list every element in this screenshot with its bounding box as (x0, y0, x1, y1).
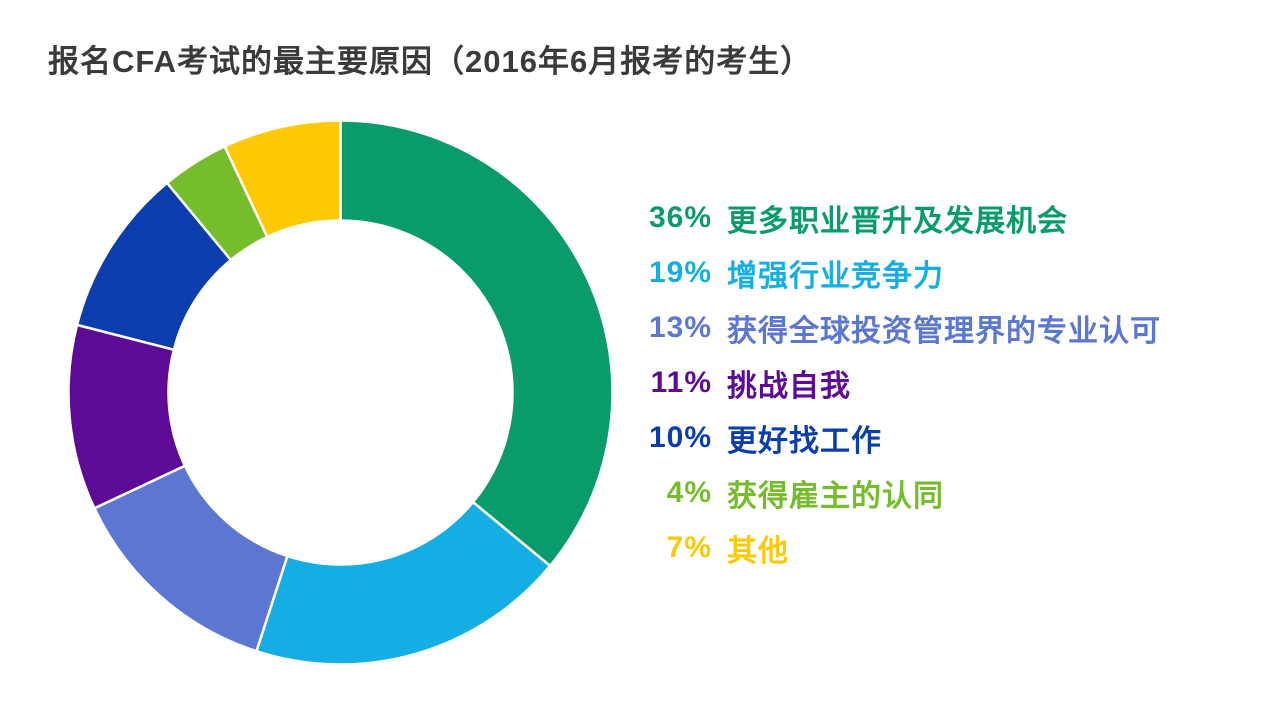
legend-label: 获得全球投资管理界的专业认可 (727, 314, 1161, 348)
donut-chart (67, 119, 614, 666)
legend-percent: 11% (650, 365, 712, 399)
legend-percent: 36% (648, 200, 712, 234)
legend-label: 更好找工作 (727, 424, 882, 458)
legend-label: 更多职业晋升及发展机会 (727, 204, 1068, 238)
legend-item-5: 10% 更好找工作 (632, 410, 1161, 465)
legend-percent: 13% (648, 310, 712, 344)
chart-legend: 36% 更多职业晋升及发展机会 19% 增强行业竞争力 13% 获得全球投资管理界的专业认… (632, 190, 1161, 575)
donut-slice-1 (339, 119, 614, 568)
legend-item-6: 4% 获得雇主的认同 (632, 465, 1161, 520)
legend-label: 增强行业竞争力 (727, 259, 944, 293)
donut-slice-2 (255, 500, 552, 666)
donut-slice-7 (223, 119, 342, 239)
page-title: 报名CFA考试的最主要原因（2016年6月报考的考生） (48, 44, 813, 79)
legend-label: 其他 (727, 534, 789, 568)
legend-item-2: 19% 增强行业竞争力 (632, 245, 1161, 300)
donut-chart-wrap (66, 118, 615, 667)
legend-percent: 4% (666, 475, 712, 509)
legend-item-3: 13% 获得全球投资管理界的专业认可 (632, 300, 1161, 355)
legend-percent: 10% (648, 420, 712, 454)
legend-label: 获得雇主的认同 (727, 479, 944, 513)
legend-label: 挑战自我 (727, 369, 851, 403)
legend-item-7: 7% 其他 (632, 520, 1161, 575)
legend-item-1: 36% 更多职业晋升及发展机会 (632, 190, 1161, 245)
legend-percent: 7% (666, 530, 712, 564)
legend-percent: 19% (648, 255, 712, 289)
legend-item-4: 11% 挑战自我 (632, 355, 1161, 410)
